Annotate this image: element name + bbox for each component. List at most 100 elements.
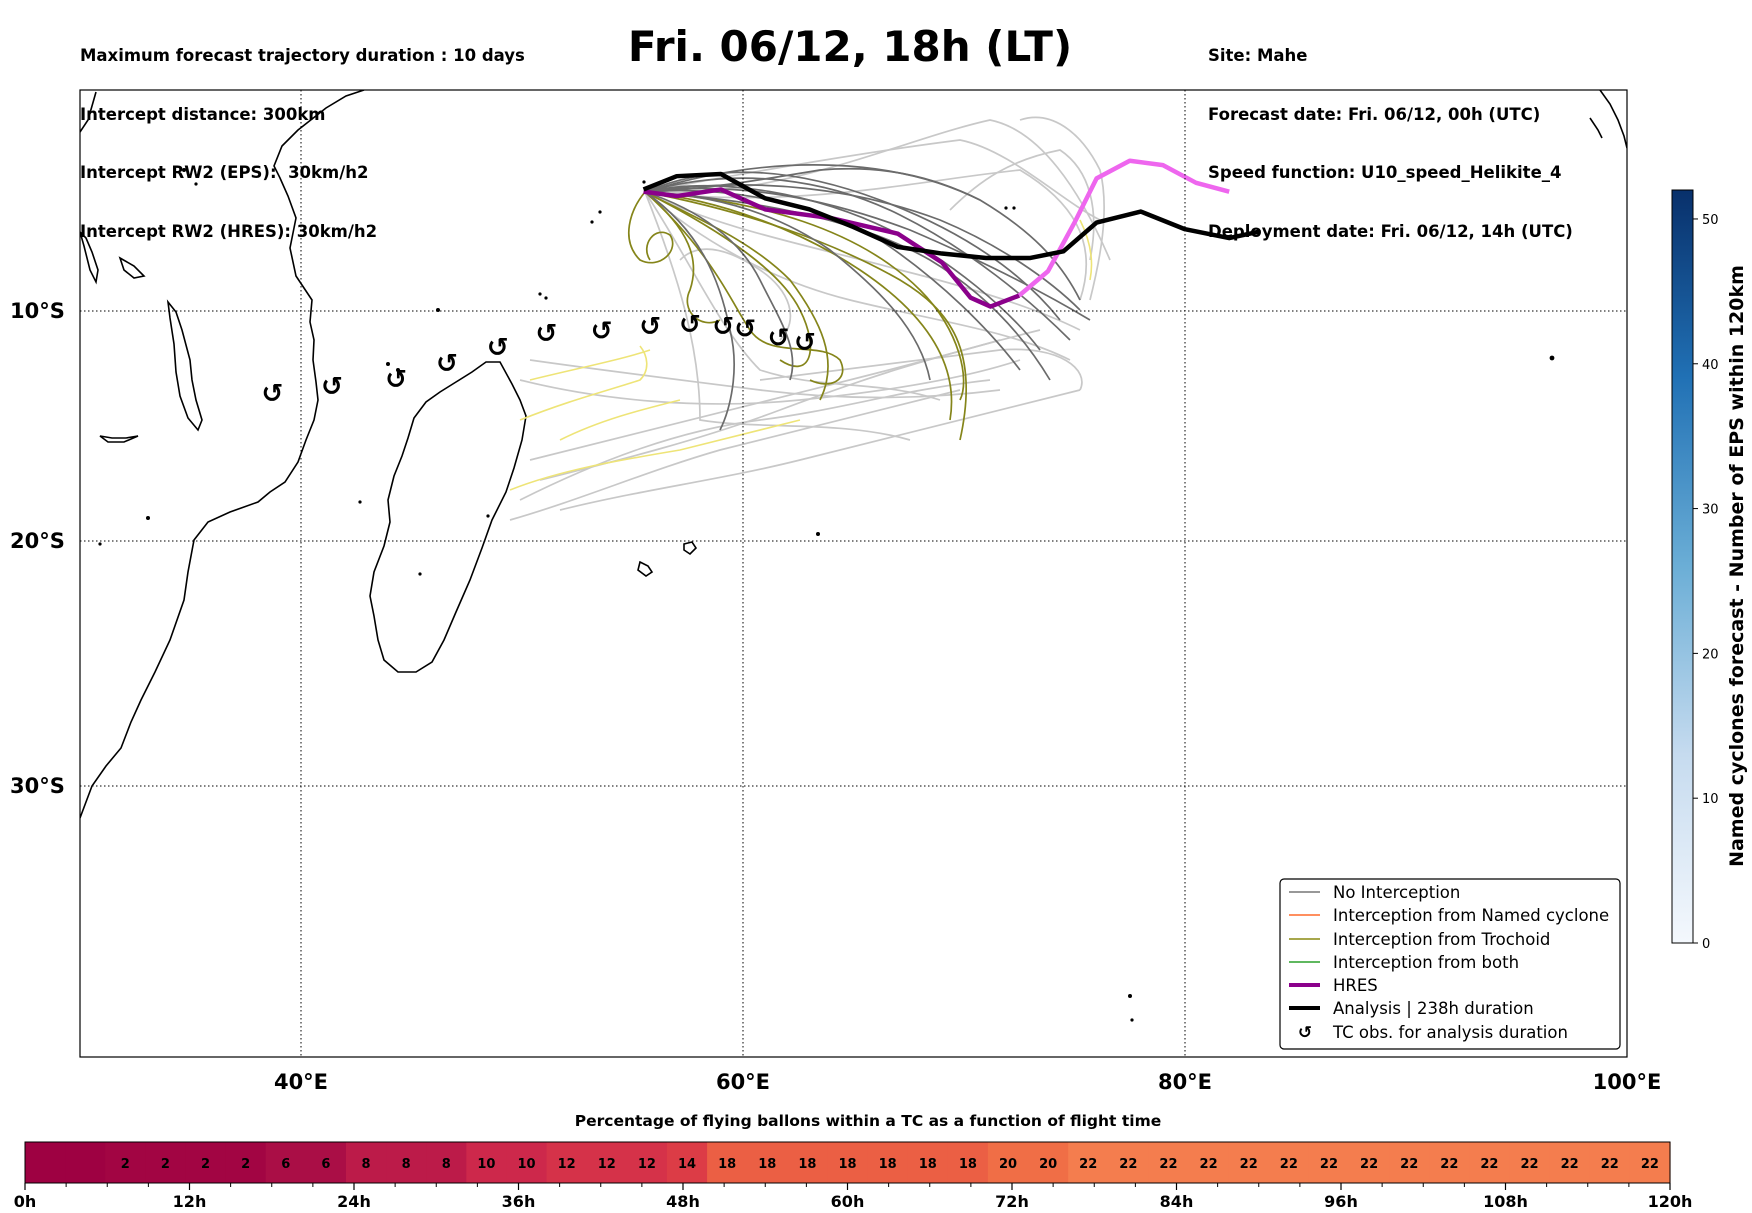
- time-bar-value: 18: [798, 1157, 816, 1172]
- time-bar-value: 22: [1440, 1157, 1458, 1172]
- time-bar-value: 18: [718, 1157, 736, 1172]
- time-bar-value: 12: [638, 1157, 656, 1172]
- time-bar-value: 22: [1521, 1157, 1539, 1172]
- time-bar-value: 22: [1360, 1157, 1378, 1172]
- time-bar-value: 14: [678, 1157, 696, 1172]
- time-bar-value: 18: [838, 1157, 856, 1172]
- time-bar-cell: [787, 1142, 829, 1183]
- time-bar-cell: [105, 1142, 146, 1183]
- time-bar-cell: [1589, 1142, 1631, 1183]
- time-bar-cell: [867, 1142, 909, 1183]
- time-bar-cell: [1268, 1142, 1310, 1183]
- time-bar-cell: [1389, 1142, 1430, 1183]
- time-bar-value: 22: [1119, 1157, 1137, 1172]
- tc-obs-marker: ↺: [487, 333, 509, 363]
- time-bar-cell: [1028, 1142, 1069, 1183]
- time-bar-cell: [1068, 1142, 1109, 1183]
- map-frame: [79, 89, 1628, 1058]
- time-bar-value: 2: [241, 1157, 250, 1172]
- time-bar-tick-label: 60h: [831, 1192, 865, 1211]
- colorbar: 0 10 20 30 40 50 Named cyclones forecast - Nu…: [1671, 189, 1748, 952]
- header-right-line: Forecast date: Fri. 06/12, 00h (UTC): [1208, 104, 1541, 124]
- time-bar-tick-label: 120h: [1648, 1192, 1693, 1211]
- time-bar-cell: [1308, 1142, 1350, 1183]
- time-bar-cell: [25, 1142, 66, 1183]
- time-bar-cell: [426, 1142, 467, 1183]
- colorbar-gradient: [1671, 189, 1694, 944]
- time-bar-cell: [345, 1142, 387, 1183]
- time-bar-value: 22: [1480, 1157, 1498, 1172]
- time-bar-value: 6: [281, 1157, 290, 1172]
- time-bar-cell: [626, 1142, 668, 1183]
- header-right-line: Speed function: U10_speed_Helikite_4: [1208, 163, 1562, 182]
- time-bar-value: 8: [402, 1157, 411, 1172]
- time-bar-cell: [185, 1142, 227, 1183]
- small-islands: [98, 168, 1555, 1022]
- time-bar-value: 20: [999, 1157, 1017, 1172]
- time-bar-cell: [747, 1142, 788, 1183]
- tc-obs-marker: ↺: [535, 319, 557, 349]
- tc-obs-icon: ↺: [1298, 1023, 1312, 1043]
- colorbar-tick-label: 50: [1702, 213, 1719, 228]
- time-bar-value: 22: [1079, 1157, 1097, 1172]
- tc-obs-marker: ↺: [385, 365, 407, 395]
- tc-obs-marker: ↺: [767, 324, 789, 354]
- gridlines: [80, 90, 1627, 1057]
- ensemble-no-interception-light: [509, 116, 1111, 521]
- legend-label-trochoid: Interception from Trochoid: [1333, 930, 1550, 949]
- time-bar-cell: [1549, 1142, 1591, 1183]
- time-bar-tick-label: 36h: [502, 1192, 536, 1211]
- time-bar-cell: [145, 1142, 187, 1183]
- lat-tick-label: 30°S: [10, 774, 65, 798]
- colorbar-tick-label: 10: [1702, 792, 1719, 807]
- colorbar-title: Named cyclones forecast - Number of EPS …: [1726, 265, 1748, 867]
- time-bar-cell: [947, 1142, 989, 1183]
- time-bar-cell: [386, 1142, 427, 1183]
- lat-tick-label: 10°S: [10, 299, 65, 323]
- legend-box: [1279, 878, 1621, 1050]
- time-bar-title: Percentage of flying ballons within a TC…: [575, 1112, 1162, 1130]
- time-bar-tick-label: 24h: [337, 1192, 371, 1211]
- legend: No Interception Interception from Named …: [1279, 878, 1621, 1050]
- time-bar-value: 18: [879, 1157, 897, 1172]
- time-bar-tick-label: 96h: [1324, 1192, 1358, 1211]
- map-area: ↺ ↺ ↺↺↺ ↺ ↺ ↺ ↺ ↺ ↺ ↺ ↺: [80, 90, 1627, 1022]
- header-left-line: Intercept RW2 (EPS): 30km/h2: [80, 163, 369, 182]
- time-bar-value: 22: [1240, 1157, 1258, 1172]
- time-bar-value: 8: [362, 1157, 371, 1172]
- time-bar-value: 18: [959, 1157, 977, 1172]
- header-right-line: Site: Mahe: [1208, 46, 1308, 65]
- ensemble-trochoid-olive: [627, 191, 968, 441]
- time-bar-cell: [987, 1142, 1029, 1183]
- time-bar-value: 10: [477, 1157, 495, 1172]
- header-left-info: Maximum forecast trajectory duration : 1…: [80, 7, 525, 261]
- lat-tick-label: 20°S: [10, 529, 65, 553]
- colorbar-tick-label: 40: [1702, 358, 1719, 373]
- time-bar-tick-label: 0h: [14, 1192, 37, 1211]
- colorbar-tick-label: 0: [1702, 937, 1710, 952]
- time-bar-value: 18: [919, 1157, 937, 1172]
- time-bar-tick-label: 72h: [995, 1192, 1029, 1211]
- time-bar-cell: [506, 1142, 548, 1183]
- tc-obs-marker: ↺: [591, 317, 613, 347]
- time-bar-value: 12: [558, 1157, 576, 1172]
- time-bar-cell: [1349, 1142, 1390, 1183]
- time-bar-value: 6: [321, 1157, 330, 1172]
- time-bar-value: 22: [1280, 1157, 1298, 1172]
- hres-track: [643, 187, 1021, 309]
- time-bar-value: 22: [1601, 1157, 1619, 1172]
- time-bar-cell: [1509, 1142, 1551, 1183]
- tc-obs-marker: ↺: [712, 312, 734, 342]
- time-bar-cell: [1629, 1142, 1671, 1183]
- time-bar-tick-label: 84h: [1160, 1192, 1194, 1211]
- time-bar-tick-label: 12h: [173, 1192, 207, 1211]
- time-bar-value: 22: [1641, 1157, 1659, 1172]
- time-bar-cell: [225, 1142, 267, 1183]
- time-bar-value: 12: [598, 1157, 616, 1172]
- header-left-line: Intercept distance: 300km: [80, 104, 326, 124]
- time-bar-value: 22: [1320, 1157, 1338, 1172]
- time-bar-value: 2: [201, 1157, 210, 1172]
- tc-obs-marker: ↺: [679, 310, 701, 340]
- time-bar-cell: [1469, 1142, 1511, 1183]
